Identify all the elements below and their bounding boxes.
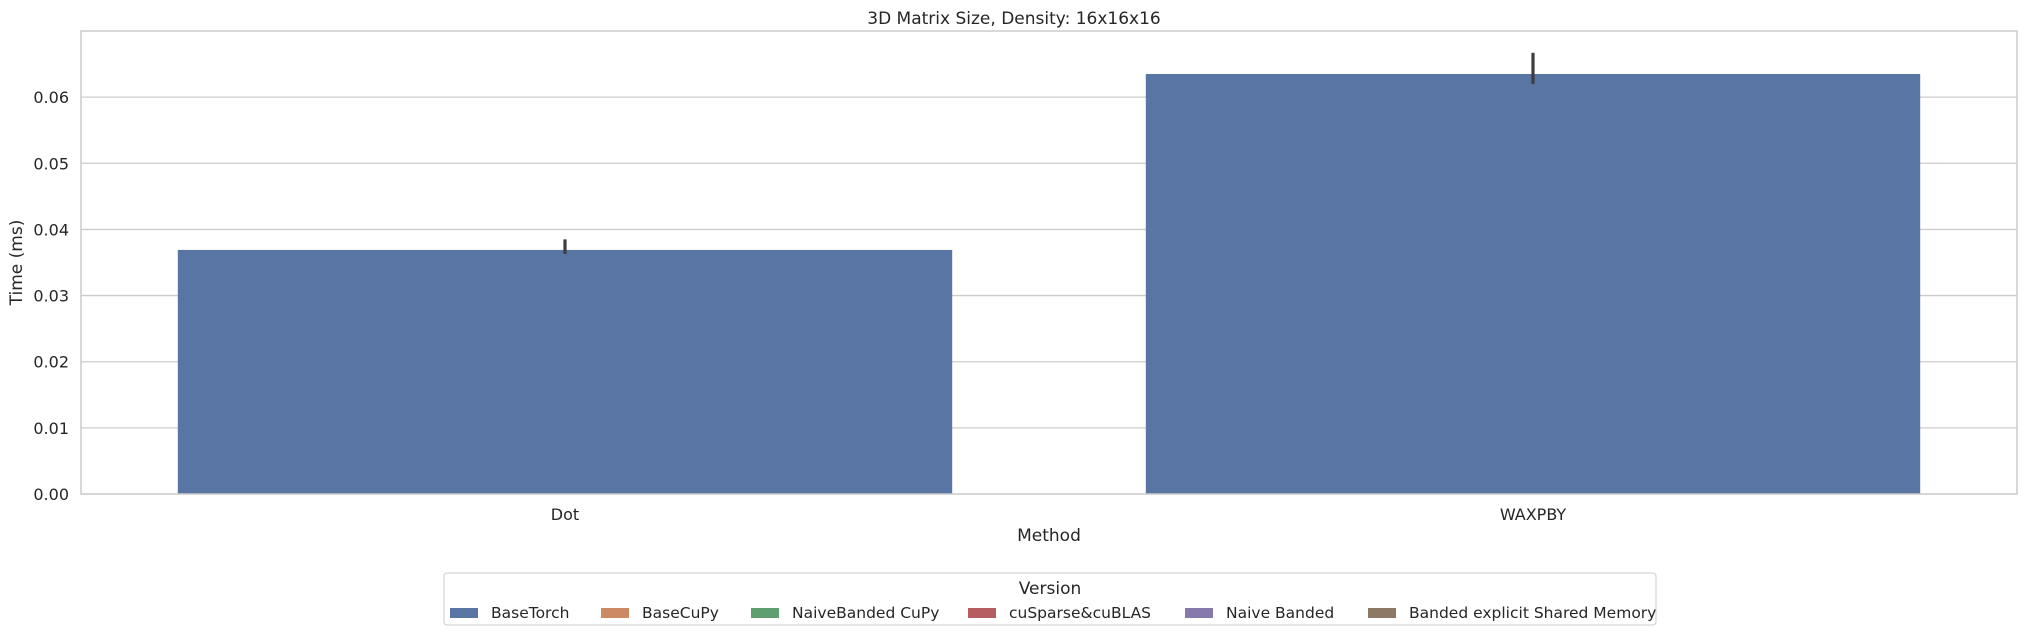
- y-tick-label: 0.00: [33, 485, 69, 504]
- y-tick-label: 0.04: [33, 220, 69, 239]
- x-tick-label: WAXPBY: [1500, 505, 1567, 524]
- legend-swatch: [450, 608, 478, 618]
- legend-label: Banded explicit Shared Memory: [1409, 604, 1656, 622]
- y-tick-label: 0.02: [33, 353, 69, 372]
- legend-label: BaseCuPy: [642, 604, 719, 622]
- bars: [177, 73, 1921, 494]
- legend-swatch: [1185, 608, 1213, 618]
- legend-label: cuSparse&cuBLAS: [1009, 604, 1151, 622]
- legend-title: Version: [1019, 579, 1082, 599]
- x-tick-label: Dot: [551, 505, 579, 524]
- x-axis-label: Method: [1017, 526, 1081, 546]
- y-axis-ticks: 0.00 0.01 0.02 0.03 0.04 0.05 0.06: [33, 88, 69, 504]
- legend: Version BaseTorch BaseCuPy NaiveBanded CuP…: [443, 572, 1657, 626]
- plot-frame: [80, 30, 2018, 495]
- legend-label: NaiveBanded CuPy: [792, 604, 939, 622]
- x-axis-ticks: Dot WAXPBY: [551, 505, 1567, 524]
- chart-title: 3D Matrix Size, Density: 16x16x16: [867, 9, 1160, 29]
- legend-swatch: [751, 608, 779, 618]
- error-bars: [563, 52, 1535, 254]
- y-tick-label: 0.03: [33, 287, 69, 306]
- legend-box: [443, 572, 1657, 626]
- bar: [177, 249, 953, 494]
- y-tick-label: 0.06: [33, 88, 69, 107]
- y-tick-label: 0.01: [33, 419, 69, 438]
- legend-label: Naive Banded: [1226, 604, 1334, 622]
- legend-swatch: [968, 608, 996, 618]
- legend-swatch: [601, 608, 629, 618]
- y-tick-label: 0.05: [33, 154, 69, 173]
- bar: [1145, 73, 1921, 494]
- legend-swatch: [1368, 608, 1396, 618]
- y-axis-label: Time (ms): [7, 220, 27, 307]
- legend-label: BaseTorch: [491, 604, 569, 622]
- legend-entries: BaseTorch BaseCuPy NaiveBanded CuPy cuSpars…: [450, 604, 1656, 622]
